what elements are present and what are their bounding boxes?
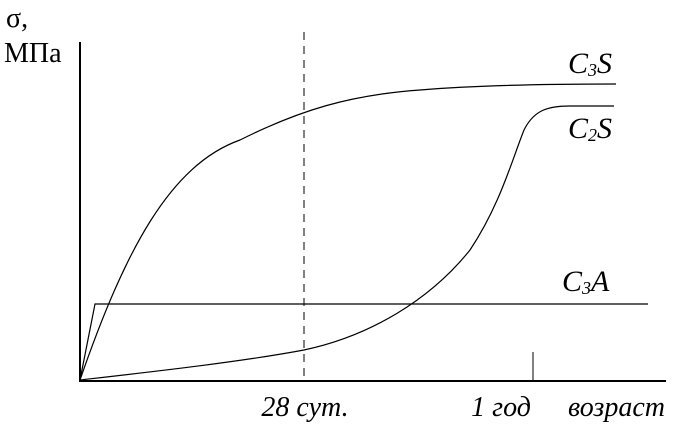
y-axis-label-symbol: σ, <box>6 3 28 34</box>
series-label-c3s: C3S <box>568 47 612 80</box>
series-line-c3a <box>79 303 648 381</box>
x-axis-label: возраст <box>568 392 665 423</box>
x-tick-label-1-year: 1 год <box>471 392 531 423</box>
series-line-c2s <box>79 105 614 381</box>
x-tick-label-28-days: 28 сут. <box>261 392 348 423</box>
series-label-c2s: C2S <box>568 112 612 145</box>
series-label-c3a: C3A <box>562 265 610 298</box>
series-line-c3s <box>79 83 617 381</box>
y-axis-label-unit: МПа <box>4 38 62 69</box>
